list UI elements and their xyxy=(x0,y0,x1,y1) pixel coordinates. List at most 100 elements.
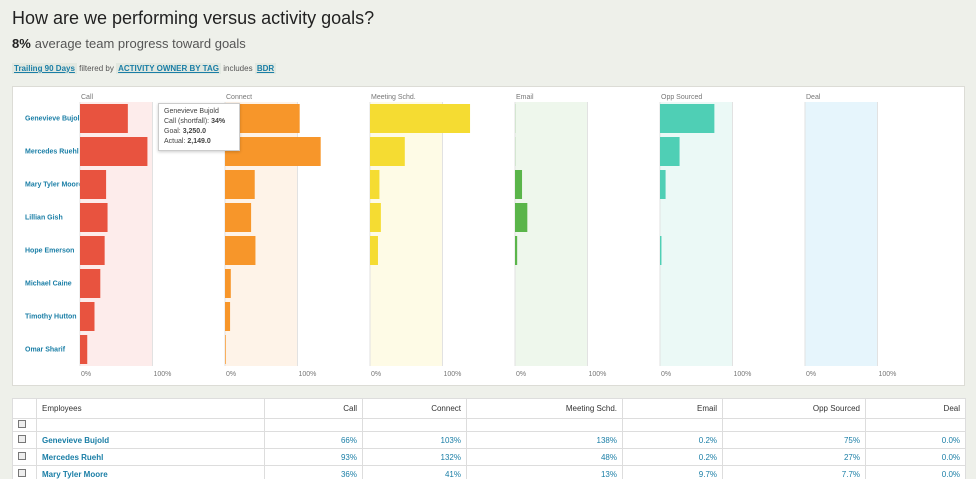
employee-label: Omar Sharif xyxy=(25,346,66,353)
x-tick-label: 100% xyxy=(589,371,607,378)
value-cell: 0.0% xyxy=(865,431,966,449)
select-header xyxy=(12,398,37,419)
data-table: Employees Call Connect Meeting Schd. Email Op… xyxy=(12,398,966,479)
x-tick-label: 100% xyxy=(154,371,172,378)
filter-op: includes xyxy=(223,64,253,73)
metric-value: 34% xyxy=(211,118,226,125)
name-cell: Mary Tyler Moore xyxy=(36,465,265,479)
employee-label: Lillian Gish xyxy=(25,214,63,221)
bar xyxy=(515,203,528,232)
value-cell: 0.0% xyxy=(865,465,966,479)
value-cell: 27% xyxy=(722,448,866,466)
progress: 8% average team progress toward goals xyxy=(12,36,246,51)
header-row: Employees Call Connect Meeting Schd. Email Op… xyxy=(12,398,966,419)
value-cell: 36% xyxy=(264,465,363,479)
bar xyxy=(225,203,252,232)
filter-cell xyxy=(865,418,966,432)
employee-label: Mercedes Ruehl xyxy=(25,148,79,155)
bar xyxy=(660,137,680,166)
bar xyxy=(225,170,255,199)
x-tick-label: 0% xyxy=(226,371,236,378)
x-tick-label: 0% xyxy=(81,371,91,378)
x-tick-label: 0% xyxy=(371,371,381,378)
filter-cell xyxy=(36,418,265,432)
bar xyxy=(225,236,256,265)
employee-label: Michael Caine xyxy=(25,280,72,287)
bar xyxy=(80,137,148,166)
filter-cell xyxy=(12,418,37,432)
actual-value: 2,149.0 xyxy=(187,138,211,145)
value-cell: 0.2% xyxy=(622,431,723,449)
filter-cell xyxy=(466,418,623,432)
filter-cell xyxy=(622,418,723,432)
checkbox xyxy=(18,420,26,428)
name-cell: Mercedes Ruehl xyxy=(36,448,265,466)
range-filter[interactable]: Trailing 90 Days xyxy=(12,63,77,74)
value-cell: 75% xyxy=(722,431,866,449)
x-tick-label: 100% xyxy=(444,371,462,378)
checkbox[interactable] xyxy=(18,469,26,477)
filter-cell xyxy=(264,418,363,432)
goal-value: 3,250.0 xyxy=(182,128,207,135)
x-tick-label: 0% xyxy=(661,371,671,378)
column-header: Email xyxy=(622,398,723,419)
bar xyxy=(660,170,666,199)
title: How are we performing versus activity go… xyxy=(12,8,375,28)
bar xyxy=(660,236,662,265)
column-header: Deal xyxy=(865,398,966,419)
bar xyxy=(370,203,381,232)
employee-label: Genevieve Bujold xyxy=(25,115,84,122)
bar xyxy=(370,236,378,265)
checkbox[interactable] xyxy=(18,452,26,460)
column-header: Meeting Schd. xyxy=(466,398,623,419)
metric-label: Call (shortfall): xyxy=(164,118,210,125)
select-cell xyxy=(12,431,37,449)
field-filter[interactable]: ACTIVITY OWNER BY TAG xyxy=(116,63,221,74)
value-cell: 9.7% xyxy=(622,465,723,479)
panel-title: Email xyxy=(516,94,534,101)
value-cell: 138% xyxy=(466,431,623,449)
progress-value: 8% xyxy=(12,36,31,51)
column-header: Employees xyxy=(36,398,265,419)
value-cell: 103% xyxy=(362,431,467,449)
tooltip-metric: Call (shortfall): 34% xyxy=(164,117,234,127)
bar xyxy=(370,137,405,166)
panel-title: Opp Sourced xyxy=(661,94,702,101)
bar xyxy=(80,302,95,331)
panel-title: Connect xyxy=(226,94,252,101)
value-cell: 7.7% xyxy=(722,465,866,479)
value-cell: 41% xyxy=(362,465,467,479)
bar xyxy=(80,104,128,133)
bar xyxy=(80,170,107,199)
x-tick-label: 100% xyxy=(299,371,317,378)
progress-text: average team progress toward goals xyxy=(34,36,246,51)
chart: Genevieve Bujold Mercedes Ruehl Mary Tyler… xyxy=(25,94,897,378)
bar xyxy=(370,170,380,199)
goal-label: Goal: xyxy=(164,128,181,135)
table-row: Mary Tyler Moore 36% 41% 13% 9.7% 7.7% 0.0% xyxy=(12,465,966,479)
panel-title: Deal xyxy=(806,94,821,101)
value-cell: 0.0% xyxy=(865,448,966,466)
bar xyxy=(370,104,471,133)
x-tick-label: 100% xyxy=(879,371,897,378)
x-tick-label: 0% xyxy=(516,371,526,378)
x-tick-label: 0% xyxy=(806,371,816,378)
value-filter[interactable]: BDR xyxy=(254,63,277,74)
x-tick-label: 100% xyxy=(734,371,752,378)
filter-cell xyxy=(722,418,866,432)
filter-row xyxy=(12,418,966,432)
value-cell: 0.2% xyxy=(622,448,723,466)
table-row: Genevieve Bujold 66% 103% 138% 0.2% 75% 0.0% xyxy=(12,431,966,449)
checkbox[interactable] xyxy=(18,435,26,443)
bar xyxy=(80,236,105,265)
tooltip-goal: Goal: 3,250.0 xyxy=(164,127,234,137)
filter-text: filtered by xyxy=(79,64,114,73)
select-cell xyxy=(12,448,37,466)
bar xyxy=(225,269,231,298)
bar xyxy=(515,236,518,265)
bar xyxy=(80,203,108,232)
goal-area xyxy=(515,102,588,366)
name-cell: Genevieve Bujold xyxy=(36,431,265,449)
column-header: Opp Sourced xyxy=(722,398,866,419)
